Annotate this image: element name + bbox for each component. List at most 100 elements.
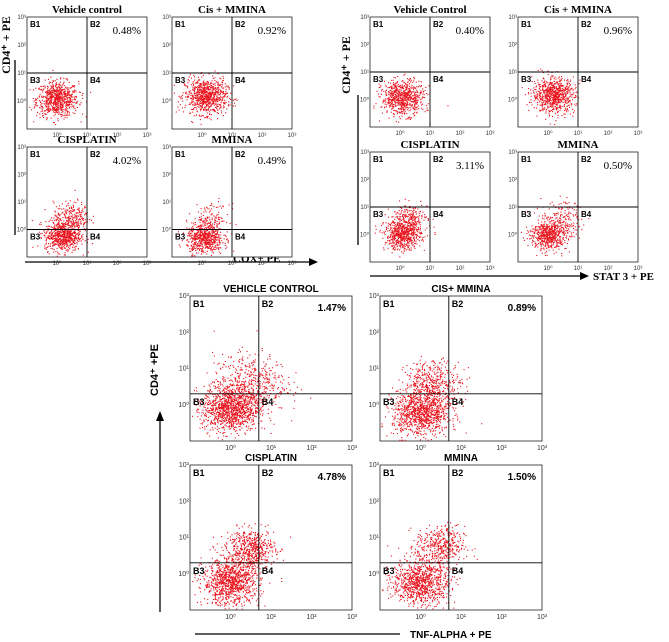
scatter-point	[54, 91, 56, 93]
scatter-point	[50, 236, 52, 238]
scatter-point	[551, 82, 553, 84]
scatter-point	[565, 109, 567, 111]
scatter-point	[71, 227, 73, 229]
scatter-point	[193, 244, 195, 246]
scatter-point	[68, 101, 70, 103]
scatter-point	[56, 97, 58, 99]
quadrant-label-b2: B2	[235, 20, 246, 29]
scatter-point	[212, 108, 214, 110]
scatter-point	[192, 88, 194, 90]
scatter-point	[394, 92, 396, 94]
scatter-point	[207, 104, 209, 106]
scatter-point	[204, 84, 206, 86]
scatter-point	[46, 231, 48, 233]
scatter-point	[385, 91, 387, 93]
scatter-point	[48, 83, 50, 85]
scatter-point	[404, 96, 406, 98]
scatter-point	[70, 216, 72, 218]
scatter-point	[214, 241, 216, 243]
scatter-point	[68, 111, 70, 113]
scatter-point	[214, 219, 216, 221]
scatter-point	[67, 242, 69, 244]
scatter-point	[29, 106, 31, 108]
scatter-point	[211, 82, 213, 84]
scatter-point	[219, 93, 221, 95]
scatter-point	[58, 223, 60, 225]
scatter-point	[188, 80, 190, 82]
scatter-point	[67, 235, 69, 237]
scatter-point	[219, 104, 221, 106]
scatter-point	[557, 89, 559, 91]
scatter-point	[212, 235, 214, 237]
scatter-point	[543, 96, 545, 98]
scatter-point	[406, 118, 408, 120]
scatter-point	[53, 241, 55, 243]
scatter-point	[196, 226, 198, 228]
scatter-point	[211, 92, 213, 94]
scatter-point	[52, 108, 54, 110]
scatter-point	[51, 230, 53, 232]
scatter-point	[48, 220, 50, 222]
scatter-point	[538, 95, 540, 97]
scatter-point	[204, 88, 206, 90]
scatter-point	[545, 94, 547, 96]
scatter-point	[576, 103, 578, 105]
scatter-point	[200, 73, 202, 75]
scatter-point	[390, 103, 392, 105]
scatter-point	[196, 244, 198, 246]
scatter-point	[194, 239, 196, 241]
scatter-point	[209, 92, 211, 94]
scatter-point	[63, 83, 65, 85]
scatter-point	[413, 115, 415, 117]
scatter-point	[49, 238, 51, 240]
scatter-point	[206, 80, 208, 82]
scatter-point	[191, 249, 193, 251]
scatter-point	[197, 82, 199, 84]
scatter-point	[417, 100, 419, 102]
scatter-point	[50, 76, 52, 78]
scatter-point	[195, 250, 197, 252]
scatter-point	[197, 231, 199, 233]
scatter-point	[70, 239, 72, 241]
scatter-point	[550, 81, 552, 83]
scatter-point	[411, 98, 413, 100]
scatter-point	[194, 243, 196, 245]
scatter-point	[77, 237, 79, 239]
scatter-point	[201, 228, 203, 230]
scatter-point	[404, 73, 406, 75]
scatter-point	[234, 105, 236, 107]
scatter-point	[57, 235, 59, 237]
scatter-point	[412, 101, 414, 103]
scatter-point	[196, 238, 198, 240]
scatter-point	[52, 106, 54, 108]
scatter-point	[409, 249, 411, 251]
scatter-point	[207, 235, 209, 237]
scatter-point	[81, 237, 83, 239]
scatter-point	[411, 101, 413, 103]
scatter-point	[55, 94, 57, 96]
scatter-point	[392, 98, 394, 100]
scatter-point	[68, 93, 70, 95]
scatter-point	[218, 241, 220, 243]
scatter-point	[401, 107, 403, 109]
scatter-point	[66, 239, 68, 241]
scatter-point	[72, 222, 74, 224]
scatter-point	[58, 233, 60, 235]
scatter-point	[555, 120, 557, 122]
scatter-point	[65, 90, 67, 92]
scatter-point	[222, 115, 224, 117]
scatter-point	[55, 86, 57, 88]
scatter-point	[182, 100, 184, 102]
scatter-point	[195, 83, 197, 85]
scatter-point	[59, 245, 61, 247]
scatter-point	[74, 86, 76, 88]
quadrant-label-b1: B1	[175, 150, 186, 159]
scatter-point	[217, 248, 219, 250]
scatter-point	[47, 100, 49, 102]
scatter-point	[65, 223, 67, 225]
scatter-point	[57, 108, 59, 110]
scatter-point	[73, 243, 75, 245]
scatter-point	[41, 106, 43, 108]
scatter-point	[559, 79, 561, 81]
scatter-point	[69, 207, 71, 209]
